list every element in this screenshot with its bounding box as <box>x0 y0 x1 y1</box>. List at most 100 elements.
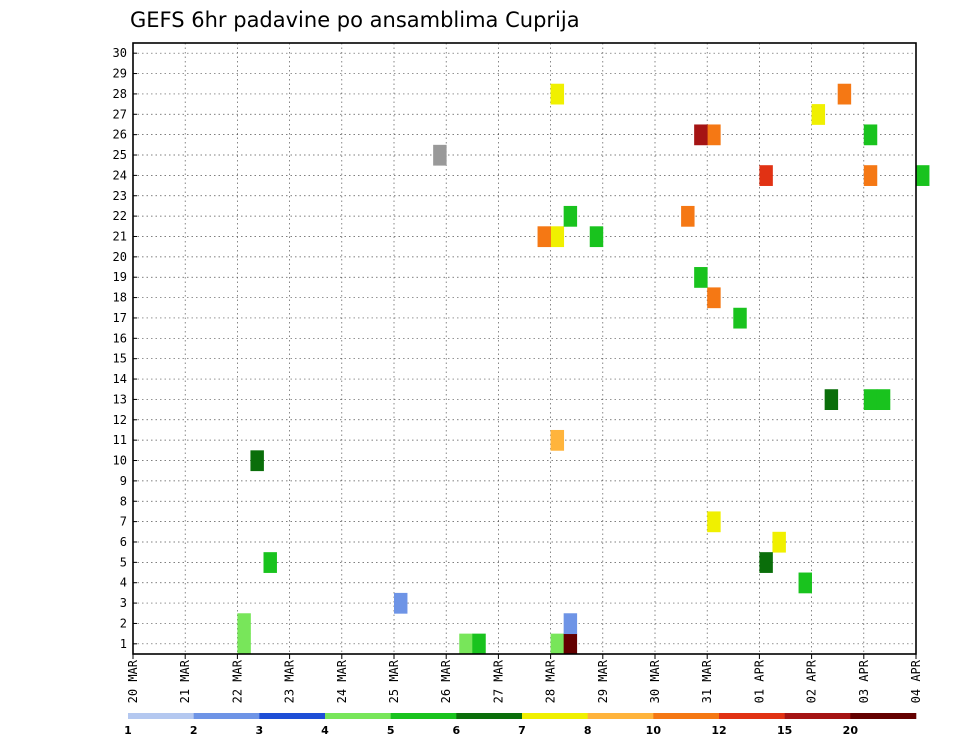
colorbar-swatch <box>193 713 260 719</box>
heatmap-cell <box>707 124 721 146</box>
colorbar-swatch <box>850 713 917 719</box>
x-tick-label: 02 APR <box>805 659 819 703</box>
y-tick-label: 19 <box>113 270 127 284</box>
x-tick-label: 27 MAR <box>491 659 505 703</box>
y-tick-label: 13 <box>113 392 127 406</box>
y-tick-label: 12 <box>113 413 127 427</box>
heatmap-cell <box>863 124 878 146</box>
x-tick-label: 26 MAR <box>439 659 453 703</box>
x-tick-label: 22 MAR <box>230 659 244 703</box>
y-tick-label: 14 <box>113 372 127 386</box>
heatmap-cell <box>876 389 891 410</box>
heatmap-cell <box>472 633 486 655</box>
x-tick-label: 24 MAR <box>335 659 349 703</box>
heatmap-cell <box>563 205 578 227</box>
heatmap-cell <box>563 613 578 635</box>
heatmap-cell <box>459 633 473 655</box>
y-axis-ticks: 1234567891011121314151617181920212223242… <box>113 46 137 651</box>
chart-title: GEFS 6hr padavine po ansamblima Cuprija <box>130 8 580 32</box>
heatmap-cell <box>837 83 852 105</box>
y-tick-label: 4 <box>120 576 127 590</box>
heatmap-cell <box>681 205 695 227</box>
heatmap-cell <box>759 552 773 573</box>
heatmap-cell <box>433 144 447 166</box>
x-tick-label: 03 APR <box>857 659 871 703</box>
colorbar-swatch <box>259 713 326 719</box>
colorbar-tick-label: 1 <box>124 724 132 737</box>
heatmap-cell <box>707 287 721 309</box>
y-tick-label: 26 <box>113 128 127 142</box>
x-tick-label: 23 MAR <box>283 659 297 703</box>
heatmap-cell <box>798 572 812 594</box>
y-tick-label: 8 <box>120 494 127 508</box>
y-tick-label: 23 <box>113 189 127 203</box>
y-tick-label: 1 <box>120 637 127 651</box>
colorbar-swatch <box>325 713 391 719</box>
heatmap-cell <box>694 267 708 288</box>
heatmap-cell <box>563 633 578 655</box>
y-tick-label: 21 <box>113 229 127 243</box>
heatmap-cell <box>550 633 565 655</box>
x-tick-label: 20 MAR <box>126 659 140 703</box>
y-tick-label: 15 <box>113 352 127 366</box>
colorbar-tick-label: 8 <box>584 724 592 737</box>
heatmap-cell <box>394 592 408 614</box>
y-tick-label: 17 <box>113 311 127 325</box>
x-tick-label: 28 MAR <box>544 659 558 703</box>
colorbar-tick-label: 10 <box>646 724 662 737</box>
y-tick-label: 30 <box>113 46 127 60</box>
colorbar-tick-label: 5 <box>387 724 395 737</box>
x-tick-label: 31 MAR <box>700 659 714 703</box>
heatmap-cell <box>237 633 251 655</box>
y-tick-label: 22 <box>113 209 127 223</box>
heatmap-cell <box>733 307 747 329</box>
colorbar-tick-label: 6 <box>453 724 461 737</box>
heatmap-cell <box>824 389 839 410</box>
y-tick-label: 11 <box>113 433 127 447</box>
colorbar-swatch <box>719 713 785 719</box>
colorbar-tick-label: 20 <box>843 724 859 737</box>
heatmap-cell <box>537 226 551 248</box>
colorbar-swatch <box>784 713 851 719</box>
y-tick-label: 3 <box>120 596 127 610</box>
grid-lines <box>133 43 916 654</box>
colorbar-tick-label: 15 <box>777 724 792 737</box>
y-tick-label: 27 <box>113 107 127 121</box>
colorbar-legend: 1 2 3 4 5 6 7 8 10 12 15 20 <box>124 713 917 737</box>
y-tick-label: 9 <box>120 474 127 488</box>
y-tick-label: 16 <box>113 331 127 345</box>
heatmap-cell <box>759 165 773 186</box>
heatmap-cell <box>263 552 277 573</box>
y-tick-label: 28 <box>113 87 127 101</box>
data-cells <box>237 83 930 655</box>
y-tick-label: 5 <box>120 555 127 569</box>
heatmap-cell <box>772 531 786 553</box>
colorbar-swatch <box>522 713 588 719</box>
y-tick-label: 10 <box>113 454 127 468</box>
heatmap-cell <box>550 429 565 451</box>
x-axis-ticks: 20 MAR 21 MAR 22 MAR 23 MAR 24 MAR 25 MAR 26 M… <box>126 654 923 703</box>
y-tick-label: 18 <box>113 291 127 305</box>
heatmap-cell <box>694 124 708 146</box>
x-tick-label: 29 MAR <box>596 659 610 703</box>
heatmap-cell <box>811 104 826 125</box>
x-tick-label: 04 APR <box>909 659 923 703</box>
colorbar-swatch <box>456 713 523 719</box>
colorbar-swatch <box>390 713 457 719</box>
colorbar-swatch <box>587 713 654 719</box>
plot-frame <box>132 42 917 655</box>
y-tick-label: 20 <box>113 250 127 264</box>
heatmap-cell <box>707 511 721 533</box>
heatmap-cell <box>863 389 878 410</box>
colorbar-tick-label: 7 <box>518 724 526 737</box>
y-tick-label: 25 <box>113 148 127 162</box>
colorbar-swatch <box>653 713 720 719</box>
colorbar-tick-label: 2 <box>190 724 198 737</box>
colorbar-tick-label: 3 <box>256 724 264 737</box>
x-tick-label: 30 MAR <box>648 659 662 703</box>
x-tick-label: 01 APR <box>752 659 766 703</box>
heatmap-cell <box>916 165 930 186</box>
y-tick-label: 2 <box>120 616 127 630</box>
heatmap-cell <box>589 226 604 248</box>
